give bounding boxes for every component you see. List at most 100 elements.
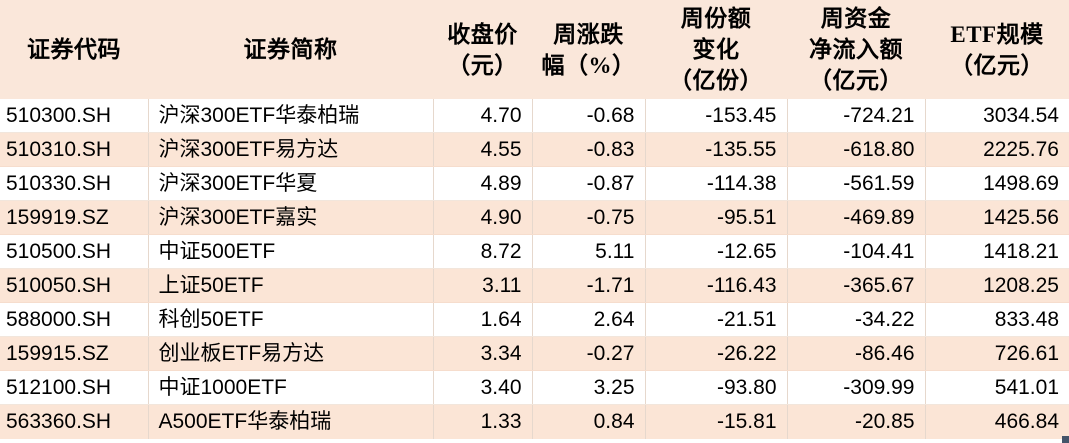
header-line: 收盘价 xyxy=(447,21,518,47)
column-header-name[interactable]: 证券简称 xyxy=(148,0,433,99)
cell-share_chg[interactable]: -116.43 xyxy=(645,268,788,304)
cell-name[interactable]: 中证1000ETF xyxy=(148,370,434,406)
cell-code[interactable]: 510330.SH xyxy=(0,166,149,202)
cell-net_in[interactable]: -469.89 xyxy=(787,200,926,236)
cell-scale[interactable]: 726.61 xyxy=(925,336,1069,372)
cell-code[interactable]: 512100.SH xyxy=(0,370,149,406)
cell-net_in[interactable]: -618.80 xyxy=(787,132,926,168)
cell-chg[interactable]: -1.71 xyxy=(532,268,646,304)
cell-close[interactable]: 4.90 xyxy=(433,200,533,236)
cell-close[interactable]: 8.72 xyxy=(433,234,533,270)
cell-close[interactable]: 3.40 xyxy=(433,370,533,406)
header-line: 净流入额 xyxy=(809,37,903,62)
cell-code[interactable]: 159919.SZ xyxy=(0,200,149,236)
cell-share_chg[interactable]: -114.38 xyxy=(645,166,788,202)
cell-scale[interactable]: 541.01 xyxy=(925,370,1069,406)
cell-close[interactable]: 1.33 xyxy=(433,404,533,439)
column-header-close-price[interactable]: 收盘价 （元） xyxy=(433,0,532,99)
cell-name[interactable]: 沪深300ETF易方达 xyxy=(148,132,434,168)
cell-net_in[interactable]: -34.22 xyxy=(787,302,926,338)
cell-net_in[interactable]: -20.85 xyxy=(787,404,926,439)
cell-close[interactable]: 1.64 xyxy=(433,302,533,338)
header-line: （亿元） xyxy=(950,52,1044,78)
table-row[interactable]: 512100.SH 中证1000ETF 3.40 3.25 -93.80 -309.99 5… xyxy=(0,370,1069,406)
cell-chg[interactable]: -0.27 xyxy=(532,336,646,372)
cell-net_in[interactable]: -365.67 xyxy=(787,268,926,304)
header-line: 变化 xyxy=(692,37,740,62)
cell-share_chg[interactable]: -21.51 xyxy=(645,302,788,338)
header-line: 证券简称 xyxy=(243,37,338,62)
cell-close[interactable]: 4.70 xyxy=(433,99,533,134)
cell-share_chg[interactable]: -135.55 xyxy=(645,132,788,168)
fill-handle[interactable] xyxy=(1062,436,1069,443)
column-header-code[interactable]: 证券代码 xyxy=(0,0,148,99)
cell-name[interactable]: 科创50ETF xyxy=(148,302,434,338)
cell-chg[interactable]: -0.68 xyxy=(532,99,646,134)
cell-scale[interactable]: 833.48 xyxy=(925,302,1069,338)
cell-code[interactable]: 510050.SH xyxy=(0,268,149,304)
table-row[interactable]: 510050.SH 上证50ETF 3.11 -1.71 -116.43 -365.67 1… xyxy=(0,268,1069,304)
table-row[interactable]: 159919.SZ 沪深300ETF嘉实 4.90 -0.75 -95.51 -469.8… xyxy=(0,200,1069,236)
column-header-weekly-net-inflow[interactable]: 周资金 净流入额 （亿元） xyxy=(787,0,925,99)
header-line: （亿元） xyxy=(809,68,903,93)
cell-name[interactable]: 沪深300ETF华夏 xyxy=(148,166,434,202)
cell-code[interactable]: 563360.SH xyxy=(0,404,149,439)
cell-close[interactable]: 3.11 xyxy=(433,268,533,304)
cell-close[interactable]: 3.34 xyxy=(433,336,533,372)
cell-scale[interactable]: 3034.54 xyxy=(925,99,1069,134)
cell-net_in[interactable]: -724.21 xyxy=(787,99,926,134)
table-row[interactable]: 159915.SZ 创业板ETF易方达 3.34 -0.27 -26.22 -86.46 7… xyxy=(0,336,1069,372)
cell-name[interactable]: 沪深300ETF嘉实 xyxy=(148,200,434,236)
cell-chg[interactable]: 3.25 xyxy=(532,370,646,406)
cell-scale[interactable]: 1208.25 xyxy=(925,268,1069,304)
cell-share_chg[interactable]: -15.81 xyxy=(645,404,788,439)
table-row[interactable]: 510500.SH 中证500ETF 8.72 5.11 -12.65 -104.41 14… xyxy=(0,234,1069,270)
table-row[interactable]: 588000.SH 科创50ETF 1.64 2.64 -21.51 -34.22 833.… xyxy=(0,302,1069,338)
cell-code[interactable]: 159915.SZ xyxy=(0,336,149,372)
cell-net_in[interactable]: -561.59 xyxy=(787,166,926,202)
cell-chg[interactable]: 0.84 xyxy=(532,404,646,439)
cell-chg[interactable]: -0.83 xyxy=(532,132,646,168)
cell-net_in[interactable]: -86.46 xyxy=(787,336,926,372)
header-line: （元） xyxy=(447,52,518,78)
cell-chg[interactable]: 2.64 xyxy=(532,302,646,338)
table-row[interactable]: 563360.SH A500ETF华泰柏瑞 1.33 0.84 -15.81 -20.85… xyxy=(0,404,1069,439)
cell-name[interactable]: 创业板ETF易方达 xyxy=(148,336,434,372)
cell-scale[interactable]: 1498.69 xyxy=(925,166,1069,202)
header-line: 证券代码 xyxy=(27,37,121,62)
column-header-weekly-share-change[interactable]: 周份额 变化 （亿份） xyxy=(645,0,787,99)
cell-name[interactable]: 中证500ETF xyxy=(148,234,434,270)
cell-share_chg[interactable]: -153.45 xyxy=(645,99,788,134)
cell-scale[interactable]: 2225.76 xyxy=(925,132,1069,168)
column-header-weekly-change[interactable]: 周涨跌 幅（%） xyxy=(532,0,645,99)
cell-share_chg[interactable]: -12.65 xyxy=(645,234,788,270)
cell-name[interactable]: 上证50ETF xyxy=(148,268,434,304)
cell-code[interactable]: 510500.SH xyxy=(0,234,149,270)
cell-chg[interactable]: -0.75 xyxy=(532,200,646,236)
header-row: 证券代码 证券简称 收盘价 （元） 周涨跌 幅（%） 周份额 变化 （亿份） xyxy=(0,0,1069,99)
cell-code[interactable]: 510300.SH xyxy=(0,99,149,134)
cell-share_chg[interactable]: -93.80 xyxy=(645,370,788,406)
cell-net_in[interactable]: -104.41 xyxy=(787,234,926,270)
cell-name[interactable]: 沪深300ETF华泰柏瑞 xyxy=(148,99,434,134)
cell-chg[interactable]: 5.11 xyxy=(532,234,646,270)
table-row[interactable]: 510310.SH 沪深300ETF易方达 4.55 -0.83 -135.55 -618… xyxy=(0,132,1069,168)
cell-close[interactable]: 4.55 xyxy=(433,132,533,168)
cell-share_chg[interactable]: -95.51 xyxy=(645,200,788,236)
cell-net_in[interactable]: -309.99 xyxy=(787,370,926,406)
header-line: 周资金 xyxy=(820,6,892,31)
cell-scale[interactable]: 466.84 xyxy=(925,404,1069,439)
table-header: 证券代码 证券简称 收盘价 （元） 周涨跌 幅（%） 周份额 变化 （亿份） xyxy=(0,0,1069,99)
cell-code[interactable]: 588000.SH xyxy=(0,302,149,338)
cell-chg[interactable]: -0.87 xyxy=(532,166,646,202)
table-row[interactable]: 510300.SH 沪深300ETF华泰柏瑞 4.70 -0.68 -153.45 -72… xyxy=(0,99,1069,134)
cell-share_chg[interactable]: -26.22 xyxy=(645,336,788,372)
cell-scale[interactable]: 1425.56 xyxy=(925,200,1069,236)
cell-code[interactable]: 510310.SH xyxy=(0,132,149,168)
cell-scale[interactable]: 1418.21 xyxy=(925,234,1069,270)
cell-close[interactable]: 4.89 xyxy=(433,166,533,202)
column-header-etf-scale[interactable]: ETF规模 （亿元） xyxy=(925,0,1069,99)
table-row[interactable]: 510330.SH 沪深300ETF华夏 4.89 -0.87 -114.38 -561.… xyxy=(0,166,1069,202)
header-line: 幅（%） xyxy=(541,52,636,78)
cell-name[interactable]: A500ETF华泰柏瑞 xyxy=(148,404,434,439)
